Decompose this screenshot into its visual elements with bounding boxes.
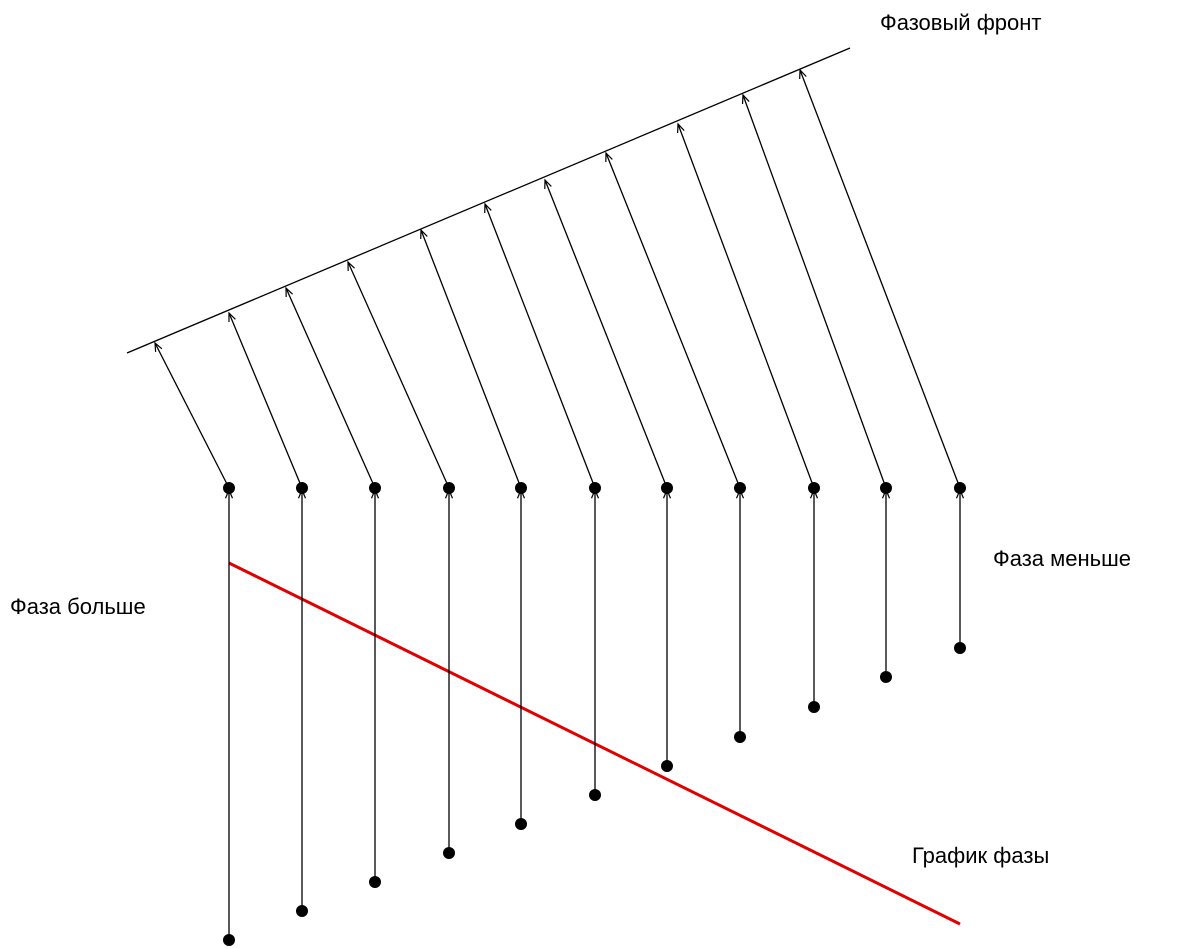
antenna-elements <box>154 68 966 946</box>
source-dot <box>808 701 820 713</box>
element-dot <box>369 482 381 494</box>
ray-line <box>484 203 596 489</box>
ray-line <box>677 123 815 489</box>
phase-more-label: Фаза больше <box>10 594 146 619</box>
ray-line <box>605 152 741 489</box>
ray-line <box>799 69 961 489</box>
element-dot <box>589 482 601 494</box>
ray-arrowhead <box>285 286 293 298</box>
phase-front-label: Фазовый фронт <box>880 10 1042 35</box>
ray-arrowhead <box>544 178 552 190</box>
phase-graph-label: График фазы <box>912 843 1049 868</box>
ray-arrowhead <box>799 68 807 80</box>
element-dot <box>515 482 527 494</box>
element-dot <box>443 482 455 494</box>
ray-arrowhead <box>677 122 685 134</box>
ray-line <box>544 179 668 489</box>
source-dot <box>954 642 966 654</box>
element-dot <box>296 482 308 494</box>
phase-front-line <box>126 47 851 354</box>
ray-arrowhead <box>154 341 163 353</box>
ray-line <box>228 312 303 489</box>
source-dot <box>296 905 308 917</box>
ray-line <box>420 229 522 489</box>
source-dot <box>734 731 746 743</box>
element-dot <box>661 482 673 494</box>
element-dot <box>734 482 746 494</box>
ray-line <box>285 287 376 489</box>
phase-less-label: Фаза меньше <box>993 546 1131 571</box>
element-dot <box>808 482 820 494</box>
element-dot <box>880 482 892 494</box>
ray-arrowhead <box>484 202 492 214</box>
ray-line <box>154 342 230 489</box>
source-dot <box>589 789 601 801</box>
element-dot <box>223 482 235 494</box>
ray-arrowhead <box>741 93 750 105</box>
ray-arrowhead <box>347 260 355 272</box>
ray-arrowhead <box>605 151 613 163</box>
source-dot <box>369 876 381 888</box>
source-dot <box>515 818 527 830</box>
source-dot <box>661 760 673 772</box>
source-dot <box>223 934 235 946</box>
ray-line <box>742 94 887 489</box>
ray-arrowhead <box>228 311 236 323</box>
source-dot <box>443 847 455 859</box>
ray-line <box>347 261 450 489</box>
source-dot <box>880 671 892 683</box>
element-dot <box>954 482 966 494</box>
ray-arrowhead <box>420 228 428 240</box>
